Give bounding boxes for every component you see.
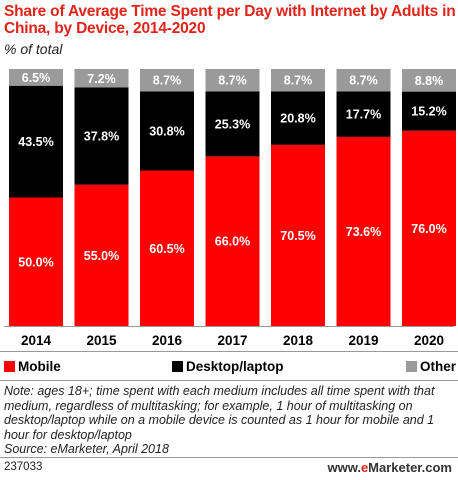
bar-mobile-2019: [336, 136, 391, 326]
bar-mobile-2016: [140, 170, 194, 326]
bar-desktop-2020: [402, 91, 456, 131]
bar-mobile-2017: [205, 156, 260, 326]
note-text: Note: ages 18+; time spent with each med…: [4, 384, 435, 442]
legend-label-mobile: Mobile: [18, 359, 61, 374]
data-label-mobile-2015: 55.0%: [84, 249, 119, 263]
x-tick-label-2015: 2015: [86, 333, 117, 348]
x-tick-label-2019: 2019: [348, 333, 378, 348]
brand-url[interactable]: www.eMarketer.com: [327, 460, 452, 475]
x-tick-label-2016: 2016: [152, 333, 183, 348]
data-label-mobile-2018: 70.5%: [280, 229, 315, 243]
legend-swatch-desktop: [172, 361, 183, 372]
data-label-mobile-2019: 73.6%: [346, 225, 381, 239]
bar-desktop-2019: [336, 91, 391, 137]
chart-subtitle: % of total: [4, 41, 63, 57]
data-label-mobile-2016: 60.5%: [149, 242, 184, 256]
chart-title: Share of Average Time Spent per Day with…: [4, 3, 456, 37]
data-label-desktop-2020: 15.2%: [411, 105, 446, 119]
bar-other-2016: [140, 69, 194, 92]
bar-other-2015: [74, 69, 129, 88]
bar-other-2014: [9, 69, 63, 86]
bar-other-2017: [205, 69, 260, 92]
brand-rest: Marketer.com: [368, 460, 452, 475]
x-tick-label-2020: 2020: [414, 333, 444, 348]
data-label-mobile-2020: 76.0%: [411, 222, 446, 236]
data-label-other-2018: 8.7%: [284, 74, 313, 88]
bar-mobile-2015: [74, 184, 129, 326]
legend-top-divider: [0, 351, 458, 352]
legend-label-other: Other: [420, 359, 457, 374]
footer-divider: [0, 457, 458, 458]
bar-desktop-2016: [140, 91, 194, 171]
data-label-other-2016: 8.7%: [153, 74, 182, 88]
bar-other-2019: [336, 69, 391, 92]
note-top-divider: [0, 380, 458, 381]
data-label-desktop-2014: 43.5%: [18, 135, 53, 149]
legend-swatch-other: [406, 361, 417, 372]
stacked-bar-chart: 50.0% 43.5% 6.5% 2014 55.0% 37.8% 7.2% 2015 60.5…: [4, 69, 456, 348]
brand-prefix: www.: [327, 460, 361, 475]
data-label-other-2020: 8.8%: [415, 74, 444, 88]
brand-e: e: [360, 460, 369, 475]
bar-desktop-2018: [271, 91, 325, 145]
data-label-desktop-2019: 17.7%: [346, 108, 381, 122]
data-label-mobile-2017: 66.0%: [215, 235, 250, 249]
data-label-mobile-2014: 50.0%: [18, 255, 53, 269]
bar-other-2020: [402, 69, 456, 92]
data-label-desktop-2018: 20.8%: [280, 112, 315, 126]
bar-desktop-2017: [205, 91, 260, 157]
data-label-desktop-2017: 25.3%: [215, 117, 250, 131]
x-tick-label-2014: 2014: [21, 333, 52, 348]
data-label-desktop-2015: 37.8%: [84, 130, 119, 144]
x-tick-label-2018: 2018: [283, 333, 314, 348]
chart-legend: Mobile Desktop/laptop Other: [0, 359, 458, 375]
bar-mobile-2018: [271, 144, 325, 326]
bar-mobile-2014: [9, 197, 63, 326]
chart-id: 237033: [4, 461, 43, 473]
legend-item-mobile: Mobile: [4, 359, 61, 374]
bar-mobile-2020: [402, 130, 456, 326]
legend-item-desktop: Desktop/laptop: [172, 359, 284, 374]
source-text: Source: eMarketer, April 2018: [4, 442, 169, 457]
legend-item-other: Other: [406, 359, 456, 374]
data-label-desktop-2016: 30.8%: [149, 124, 184, 138]
data-label-other-2017: 8.7%: [218, 74, 247, 88]
bar-desktop-2015: [74, 87, 129, 185]
data-label-other-2014: 6.5%: [22, 71, 51, 85]
x-tick-label-2017: 2017: [217, 333, 247, 348]
legend-label-desktop: Desktop/laptop: [186, 359, 284, 374]
bar-desktop-2014: [9, 85, 63, 198]
data-label-other-2015: 7.2%: [87, 72, 116, 86]
bar-other-2018: [271, 69, 325, 92]
chart-note: Note: ages 18+; time spent with each med…: [4, 384, 456, 457]
data-label-other-2019: 8.7%: [349, 74, 378, 88]
legend-swatch-mobile: [4, 361, 15, 372]
